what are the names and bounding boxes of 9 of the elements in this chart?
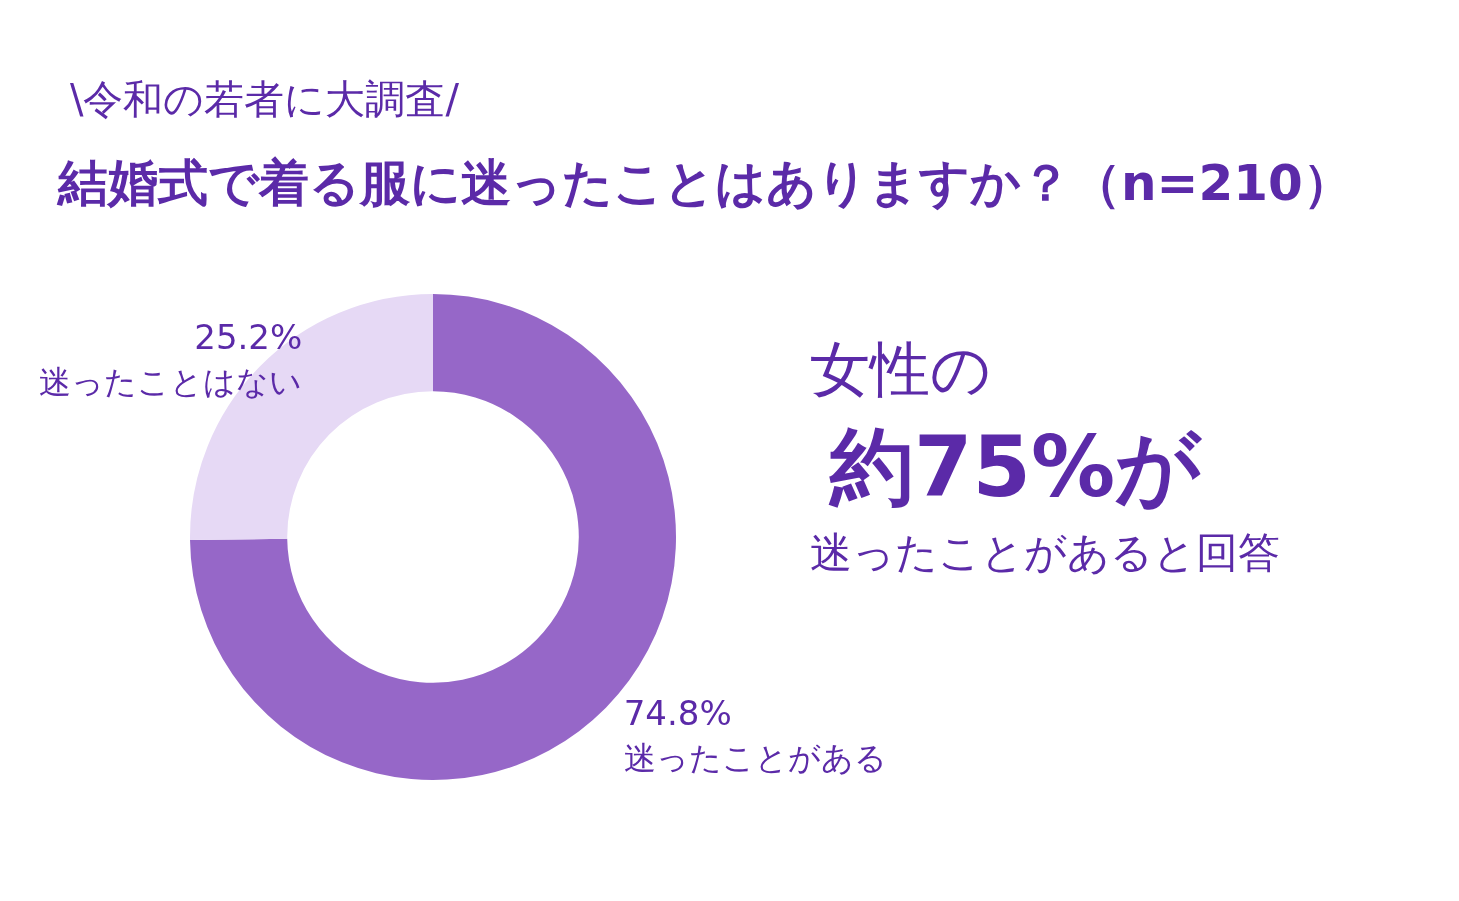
slice-label: 迷ったことはない: [39, 362, 303, 401]
text: 迷ったことがあると回答: [810, 527, 1280, 579]
data-label: 74.8%: [623, 693, 732, 734]
text: 女性の: [810, 333, 992, 406]
data-label: 25.2%: [194, 316, 303, 357]
slice-label: 迷ったことがある: [623, 739, 887, 778]
chart-title: 結婚式で着る服に迷ったことはありますか？（n=210）: [58, 153, 1353, 214]
chart-subtitle: \令和の若者に大調査/: [70, 75, 459, 124]
text: 約75%が: [830, 417, 1203, 518]
